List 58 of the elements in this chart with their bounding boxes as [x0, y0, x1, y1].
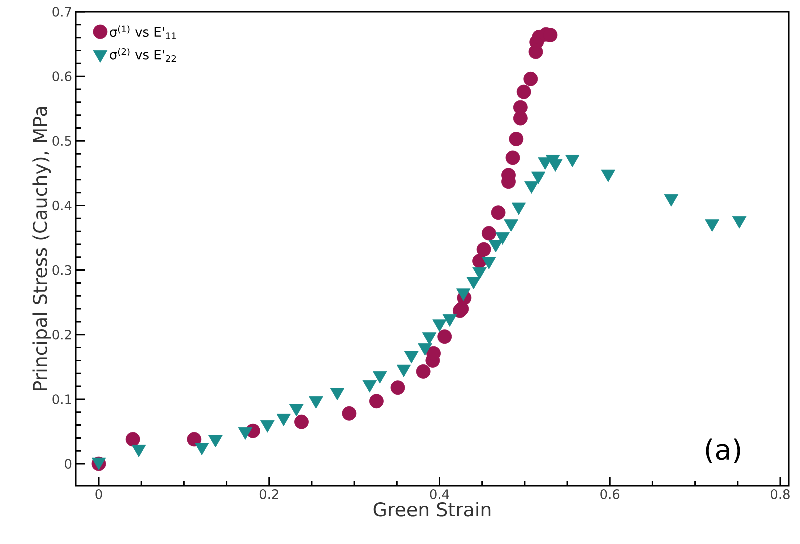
point	[513, 100, 528, 115]
y-tick-label: 0.1	[52, 394, 72, 404]
point	[566, 155, 580, 168]
x-axis-title: Green Strain	[374, 502, 491, 517]
point	[456, 288, 471, 302]
point	[482, 226, 496, 241]
point	[524, 182, 539, 194]
point	[330, 388, 345, 401]
y-tick-label: 0.5	[52, 136, 72, 146]
point	[132, 444, 146, 458]
point	[422, 332, 437, 346]
point	[432, 320, 447, 332]
point	[531, 172, 546, 184]
point	[601, 170, 616, 182]
point	[276, 414, 291, 426]
point	[506, 150, 520, 166]
y-tick-label: 0.6	[52, 72, 72, 82]
point	[548, 160, 563, 172]
point	[664, 194, 679, 207]
point	[418, 344, 432, 356]
point	[732, 216, 747, 229]
point	[396, 364, 412, 378]
point	[238, 428, 253, 440]
point	[208, 435, 223, 448]
point	[512, 202, 526, 216]
point	[194, 443, 210, 456]
annotation: (a)	[706, 438, 740, 464]
point	[482, 257, 496, 270]
point	[488, 240, 504, 253]
x-tick-label: 0.8	[771, 490, 790, 500]
legend-label: σ$^{(1)}$ vs E'$_{11}$	[110, 26, 176, 40]
y-tick-label: 0.3	[52, 265, 72, 276]
legend-label: σ$^{(2)}$ vs E'$_{22}$	[110, 48, 176, 62]
point	[504, 220, 518, 232]
y-tick-label: 0.7	[52, 7, 72, 17]
point	[372, 371, 388, 384]
x-tick-label: 0.6	[600, 490, 620, 500]
point	[309, 396, 324, 409]
x-tick-label: 0.4	[430, 490, 450, 500]
point	[524, 72, 538, 86]
point	[260, 420, 275, 433]
y-axis-title: Principal Stress (Cauchy), MPa	[32, 107, 52, 390]
y-tick-label: 0	[65, 459, 72, 469]
point	[466, 277, 481, 290]
point	[472, 267, 487, 280]
point	[442, 314, 458, 327]
point	[491, 206, 506, 220]
x-tick-label: 0	[96, 490, 102, 500]
y-tick-label: 0.4	[52, 200, 72, 211]
x-tick-label: 0.2	[260, 490, 278, 500]
point	[362, 380, 378, 393]
point	[290, 404, 304, 417]
point	[496, 232, 510, 245]
y-tick-label: 0.2	[52, 330, 72, 340]
point	[516, 84, 532, 100]
point	[705, 220, 720, 232]
point	[509, 132, 524, 146]
point	[404, 351, 419, 364]
